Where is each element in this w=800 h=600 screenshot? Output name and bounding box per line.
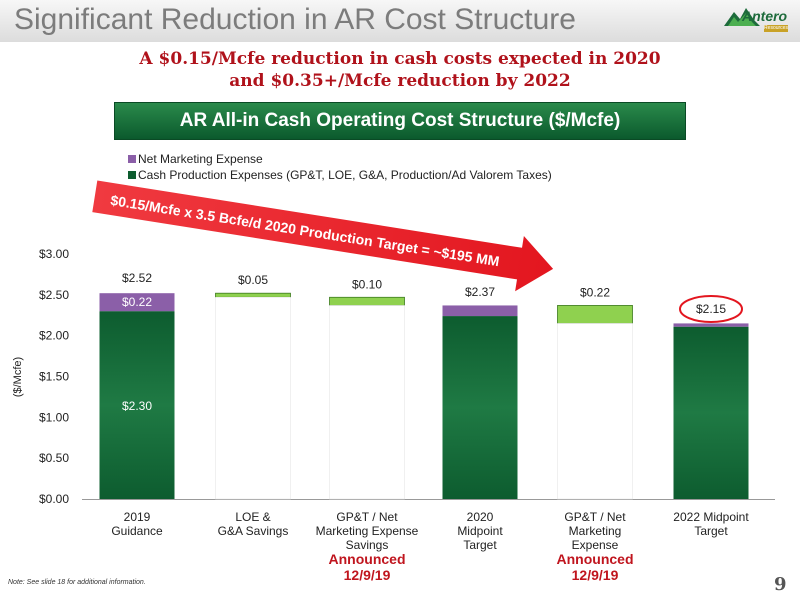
bar-marketing-label: $0.22 (122, 295, 152, 309)
x-tick-label: GP&T / Net (564, 510, 626, 524)
y-tick-label: $0.50 (39, 451, 69, 465)
x-tick-label: G&A Savings (218, 524, 289, 538)
x-tick-label: Marketing (569, 524, 622, 538)
bar-cash-label: $2.30 (122, 399, 152, 413)
announcement-label: Announced (557, 551, 634, 567)
x-tick-label: 2020 (467, 510, 494, 524)
bar-total-label: $2.37 (465, 285, 495, 299)
bar-cash-production (99, 311, 175, 499)
announcement-label: 12/9/19 (572, 567, 619, 583)
bar-reduction-label: $0.22 (580, 285, 610, 299)
bar-cash-production (673, 326, 749, 499)
legend-swatch (128, 171, 136, 179)
x-tick-label: Expense (572, 538, 619, 552)
x-tick-label: 2022 Midpoint (673, 510, 749, 524)
y-tick-label: $3.00 (39, 247, 69, 261)
x-tick-label: Midpoint (457, 524, 503, 538)
x-tick-label: Savings (346, 538, 389, 552)
bar-hidden-base (215, 296, 291, 500)
mountain-logo-icon (724, 8, 760, 26)
announcement-label: Announced (329, 551, 406, 567)
page-number: 9 (774, 574, 787, 595)
legend-entry: Net Marketing Expense (138, 152, 263, 166)
bar-reduction (215, 292, 291, 298)
x-tick-label: Guidance (111, 524, 163, 538)
bar-hidden-base (329, 305, 405, 500)
subtitle-line-1: A $0.15/Mcfe reduction in cash costs exp… (139, 49, 661, 69)
x-tick-label: Target (694, 524, 728, 538)
bar-net-marketing (99, 293, 175, 312)
bar-total-label: $2.52 (122, 271, 152, 285)
arrow-shape (92, 180, 554, 292)
legend-swatch (128, 155, 136, 163)
logo-text: Antero (742, 8, 788, 24)
logo-subtext: Resources (764, 25, 788, 32)
x-tick-label: GP&T / Net (336, 510, 398, 524)
arrow-text: $0.15/Mcfe x 3.5 Bcfe/d 2020 Production … (109, 192, 500, 269)
y-tick-label: $1.00 (39, 410, 69, 424)
bar-reduction-label: $0.10 (352, 277, 382, 291)
title-bar: Significant Reduction in AR Cost Structu… (0, 0, 800, 42)
x-tick-label: LOE & (235, 510, 270, 524)
subtitle: A $0.15/Mcfe reduction in cash costs exp… (0, 48, 800, 92)
x-tick-label: Target (463, 538, 497, 552)
slide-title: Significant Reduction in AR Cost Structu… (14, 3, 576, 36)
y-tick-label: $1.50 (39, 370, 69, 384)
legend-entry: Cash Production Expenses (GP&T, LOE, G&A… (138, 168, 552, 182)
bar-total-label: $2.15 (696, 302, 726, 316)
footnote: Note: See slide 18 for additional inform… (8, 579, 146, 586)
bar-reduction (329, 296, 405, 306)
bar-reduction (557, 305, 633, 324)
x-tick-label: 2019 (124, 510, 151, 524)
bar-net-marketing (442, 305, 518, 317)
y-tick-label: $2.00 (39, 329, 69, 343)
production-target-arrow: $0.15/Mcfe x 3.5 Bcfe/d 2020 Production … (92, 180, 554, 292)
y-tick-label: $0.00 (39, 492, 69, 506)
bar-net-marketing (673, 323, 749, 327)
bar-reduction-label: $0.05 (238, 273, 268, 287)
chart-banner: AR All-in Cash Operating Cost Structure … (114, 102, 686, 140)
highlight-circle (679, 295, 743, 323)
y-axis-label: ($/Mcfe) (12, 357, 24, 397)
y-tick-label: $2.50 (39, 288, 69, 302)
bar-cash-production (442, 316, 518, 499)
announcement-label: 12/9/19 (344, 567, 391, 583)
x-tick-label: Marketing Expense (316, 524, 419, 538)
subtitle-line-2: and $0.35+/Mcfe reduction by 2022 (229, 71, 571, 91)
bar-hidden-base (557, 323, 633, 500)
